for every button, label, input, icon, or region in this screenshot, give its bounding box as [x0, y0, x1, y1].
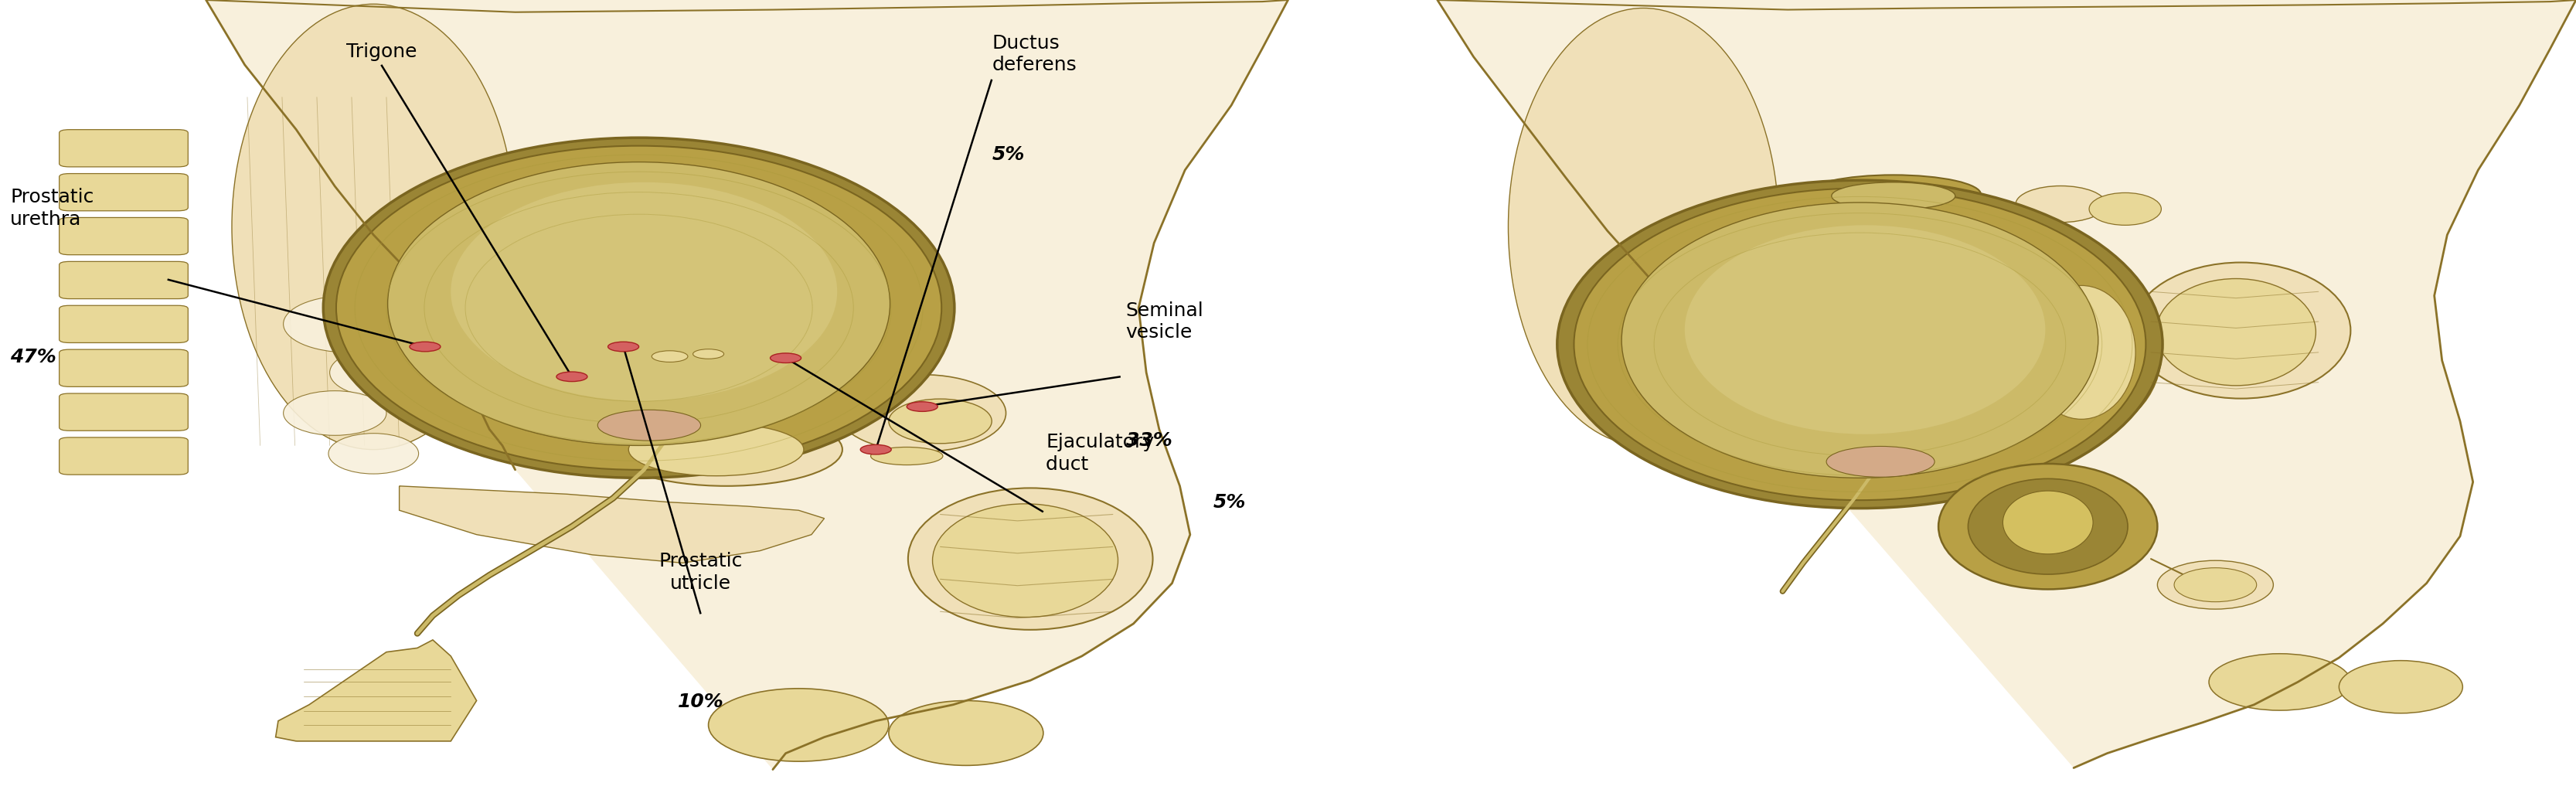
Text: 47%: 47% [10, 347, 57, 366]
Ellipse shape [629, 423, 804, 476]
FancyBboxPatch shape [59, 173, 188, 211]
Ellipse shape [1510, 8, 1780, 446]
Text: 5%: 5% [992, 145, 1025, 164]
Ellipse shape [840, 374, 1005, 452]
Ellipse shape [889, 399, 992, 444]
FancyBboxPatch shape [59, 218, 188, 255]
Ellipse shape [1832, 182, 1955, 210]
Ellipse shape [1556, 181, 2164, 509]
Ellipse shape [1826, 446, 1935, 477]
Circle shape [770, 353, 801, 363]
Circle shape [860, 445, 891, 454]
Text: Trigone: Trigone [345, 42, 417, 61]
Ellipse shape [909, 488, 1154, 630]
Ellipse shape [2210, 654, 2349, 710]
Ellipse shape [232, 4, 515, 450]
Ellipse shape [2004, 491, 2092, 554]
Ellipse shape [2089, 193, 2161, 225]
Ellipse shape [1685, 225, 2045, 434]
Ellipse shape [598, 410, 701, 441]
PathPatch shape [276, 640, 477, 741]
Ellipse shape [933, 504, 1118, 617]
Text: Seminal
vesicle: Seminal vesicle [1126, 301, 1203, 342]
Ellipse shape [693, 349, 724, 359]
Ellipse shape [2002, 271, 2161, 433]
Ellipse shape [325, 138, 953, 478]
Ellipse shape [1623, 202, 2099, 478]
Ellipse shape [451, 182, 837, 401]
Ellipse shape [2156, 279, 2316, 386]
PathPatch shape [206, 0, 1288, 770]
Ellipse shape [1937, 463, 2159, 590]
Text: Prostatic
utricle: Prostatic utricle [659, 552, 742, 593]
Ellipse shape [283, 296, 412, 352]
Ellipse shape [2174, 568, 2257, 602]
Text: Prostatic
urethra: Prostatic urethra [10, 188, 95, 228]
Ellipse shape [386, 162, 891, 446]
Circle shape [907, 402, 938, 411]
Ellipse shape [2133, 262, 2352, 399]
Ellipse shape [2159, 561, 2275, 609]
Ellipse shape [871, 447, 943, 465]
PathPatch shape [399, 486, 824, 563]
Text: Ejaculatory
duct: Ejaculatory duct [1046, 433, 1154, 474]
Circle shape [556, 372, 587, 382]
FancyBboxPatch shape [59, 394, 188, 431]
Ellipse shape [335, 146, 943, 470]
Ellipse shape [330, 348, 433, 397]
Ellipse shape [330, 433, 417, 474]
Text: 10%: 10% [677, 693, 724, 711]
Circle shape [608, 342, 639, 352]
Ellipse shape [652, 351, 688, 362]
Ellipse shape [2017, 186, 2107, 223]
Ellipse shape [283, 391, 386, 436]
FancyBboxPatch shape [59, 437, 188, 475]
PathPatch shape [1437, 0, 2576, 768]
Text: Ductus
deferens: Ductus deferens [992, 34, 1077, 75]
Ellipse shape [611, 413, 842, 486]
Ellipse shape [889, 701, 1043, 765]
Ellipse shape [2027, 286, 2136, 420]
Ellipse shape [708, 688, 889, 761]
FancyBboxPatch shape [59, 130, 188, 167]
Ellipse shape [1968, 479, 2128, 574]
Ellipse shape [1806, 175, 1981, 214]
Ellipse shape [1574, 189, 2146, 501]
FancyBboxPatch shape [59, 349, 188, 386]
Text: 33%: 33% [1126, 431, 1172, 450]
Circle shape [410, 342, 440, 352]
Text: 5%: 5% [1213, 493, 1247, 512]
FancyBboxPatch shape [59, 305, 188, 343]
FancyBboxPatch shape [59, 262, 188, 299]
Ellipse shape [2339, 661, 2463, 714]
